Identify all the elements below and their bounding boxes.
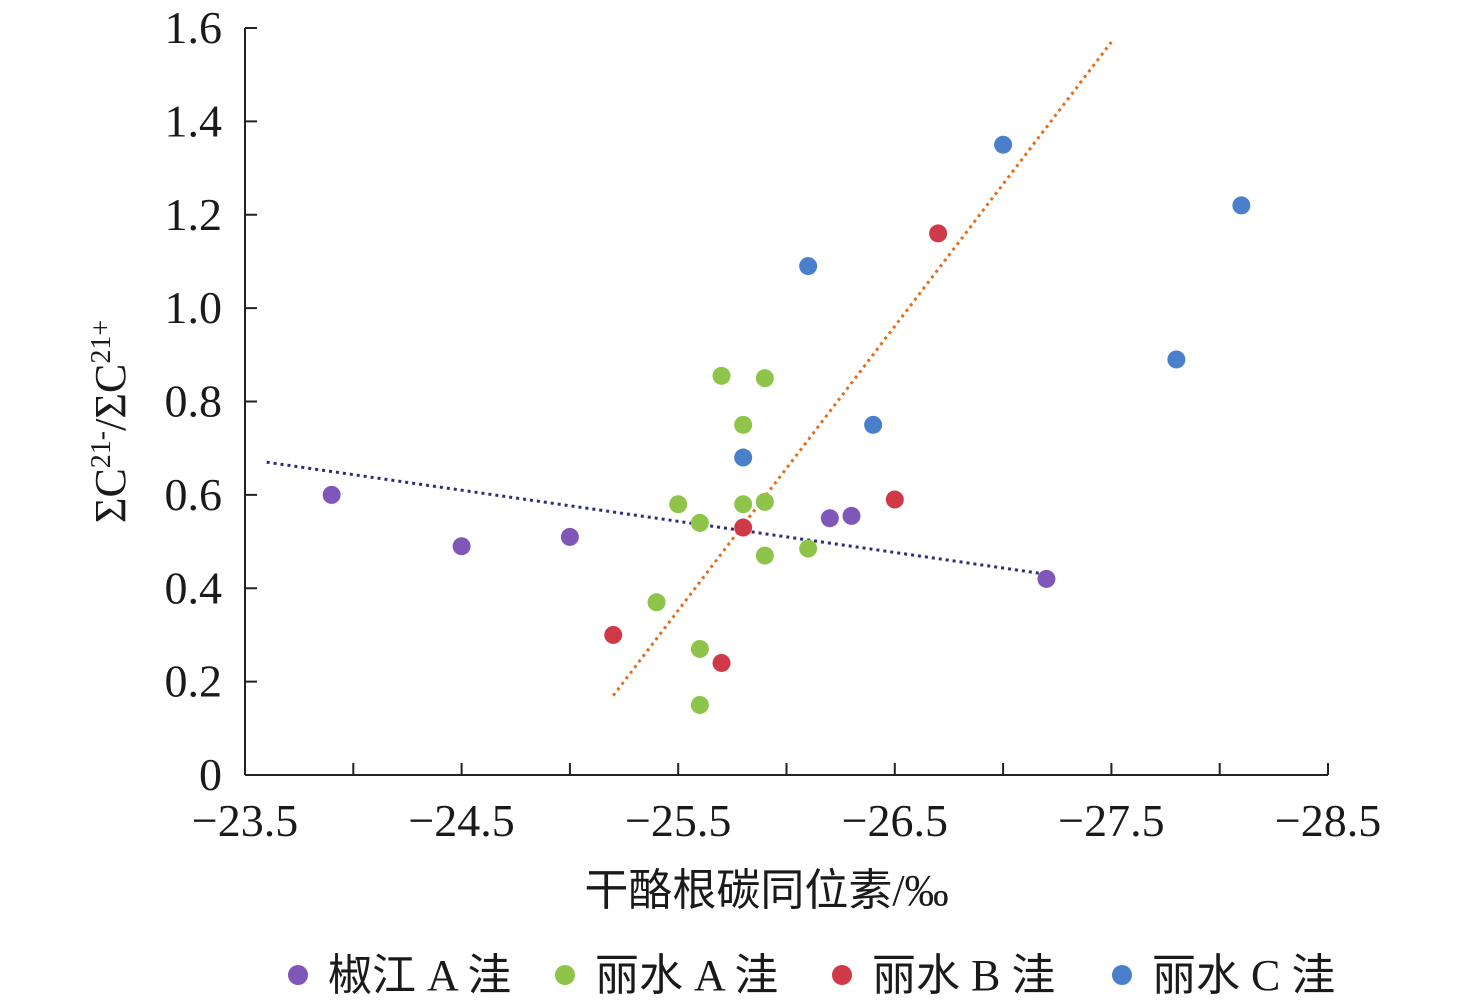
legend-label: 椒江 A 洼	[328, 951, 511, 1000]
x-tick-label: −24.5	[408, 795, 514, 846]
y-tick-label: 0	[199, 749, 222, 800]
y-tick-label: 1.2	[165, 189, 223, 240]
x-tick-label: −26.5	[842, 795, 948, 846]
y-tick-label: 0.6	[165, 469, 223, 520]
trendlines	[266, 41, 1113, 697]
data-point	[712, 366, 731, 385]
data-point	[560, 527, 579, 546]
x-axis-title: 干酪根碳同位素/‰	[584, 866, 948, 915]
data-point	[885, 490, 904, 509]
y-tick-label: 1.0	[165, 282, 223, 333]
legend-label: 丽水 C 洼	[1152, 951, 1335, 1000]
axes	[244, 27, 1329, 776]
y-axis-title-superscript: 21-	[86, 431, 117, 468]
data-point	[669, 495, 688, 514]
y-axis-title-superscript: 21+	[86, 320, 117, 364]
data-point	[712, 653, 731, 672]
x-tick-label: −27.5	[1058, 795, 1164, 846]
data-point	[690, 695, 709, 714]
legend: 椒江 A 洼 丽水 A 洼 丽水 B 洼 丽水 C 洼	[288, 951, 1335, 1000]
data-points	[322, 135, 1251, 714]
legend-marker	[288, 965, 308, 985]
y-tick-label: 0.8	[165, 376, 223, 427]
y-tick-label: 0.2	[165, 656, 223, 707]
data-point	[755, 369, 774, 388]
data-point	[734, 518, 753, 537]
y-tick-label: 1.6	[165, 2, 223, 53]
y-tick-label: 1.4	[165, 95, 223, 146]
data-point	[842, 506, 861, 525]
data-point	[864, 415, 883, 434]
trendline	[266, 460, 1047, 576]
legend-label: 丽水 A 洼	[595, 951, 778, 1000]
trendline	[612, 41, 1113, 697]
data-point	[799, 539, 818, 558]
data-point	[690, 639, 709, 658]
y-axis-title: ΣC21-/ΣC21+	[86, 320, 136, 523]
legend-item: 丽水 B 洼	[832, 951, 1055, 1000]
data-point	[1232, 196, 1251, 215]
legend-marker	[555, 965, 575, 985]
legend-item: 丽水 C 洼	[1112, 951, 1335, 1000]
data-point	[734, 495, 753, 514]
data-point	[734, 448, 753, 467]
data-point	[1037, 569, 1056, 588]
x-tick-label: −25.5	[625, 795, 731, 846]
legend-item: 丽水 A 洼	[555, 951, 778, 1000]
y-axis-title-part: /	[86, 418, 135, 431]
data-point	[647, 593, 666, 612]
data-point	[820, 509, 839, 528]
data-point	[929, 224, 948, 243]
y-axis-title-part: ΣC	[86, 364, 135, 419]
data-point	[755, 546, 774, 565]
data-point	[604, 625, 623, 644]
y-axis-title-part: ΣC	[86, 468, 135, 523]
data-point	[452, 537, 471, 556]
data-point	[994, 135, 1013, 154]
tick-labels: 0 0.2 0.4 0.6 0.8 1.0 1.2 1.4 1.6 −23.5 −24.5 −25.5…	[165, 2, 1382, 846]
data-point	[755, 492, 774, 511]
x-tick-label: −23.5	[192, 795, 298, 846]
data-point	[799, 257, 818, 276]
data-point	[734, 415, 753, 434]
data-point	[690, 513, 709, 532]
y-tick-label: 0.4	[165, 562, 223, 613]
data-point	[322, 485, 341, 504]
x-tick-label: −28.5	[1275, 795, 1381, 846]
legend-label: 丽水 B 洼	[872, 951, 1055, 1000]
legend-item: 椒江 A 洼	[288, 951, 511, 1000]
data-point	[1167, 350, 1186, 369]
legend-marker	[832, 965, 852, 985]
legend-marker	[1112, 965, 1132, 985]
